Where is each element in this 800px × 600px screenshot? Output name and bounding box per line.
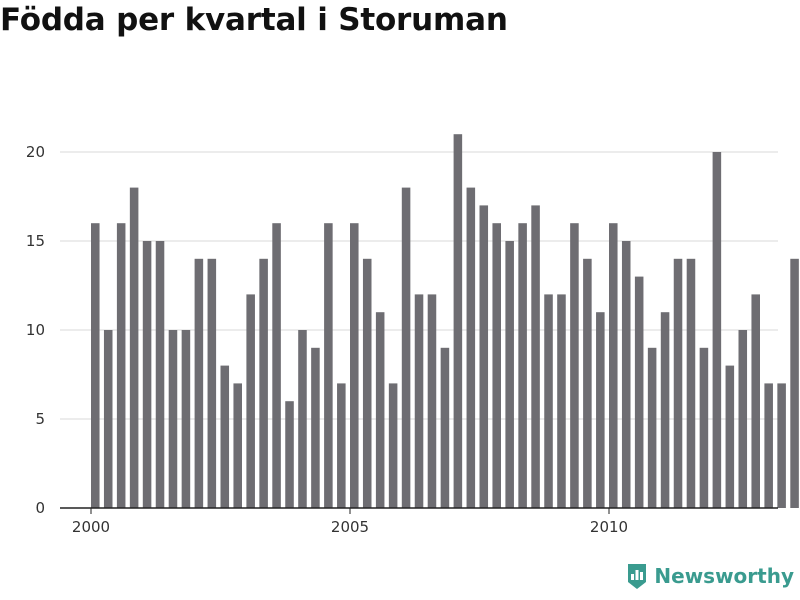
bar [751, 294, 760, 508]
bar [337, 383, 346, 508]
bar [388, 383, 398, 508]
bar [116, 223, 126, 508]
bar [492, 223, 501, 508]
logo-text: Newsworthy [654, 564, 794, 588]
bar [233, 383, 242, 508]
bar [466, 187, 476, 508]
bar [531, 205, 540, 508]
bar [453, 134, 463, 508]
bar [583, 258, 592, 508]
x-tick-label: 2010 [590, 518, 628, 536]
bar [298, 330, 307, 508]
bar [194, 258, 204, 508]
bar [259, 258, 268, 508]
bar [285, 401, 294, 508]
bar [505, 241, 514, 508]
bar [764, 383, 773, 508]
bar [181, 330, 191, 508]
bar [673, 258, 683, 508]
bar [777, 383, 786, 508]
y-tick-label: 5 [35, 410, 45, 428]
bar [427, 294, 437, 508]
bar [207, 258, 217, 508]
bar [272, 223, 281, 508]
bar [634, 276, 644, 508]
bar [686, 258, 696, 508]
newsworthy-logo: Newsworthy [626, 562, 794, 590]
bar [557, 294, 566, 508]
bar [699, 347, 709, 508]
bar [129, 187, 139, 508]
bar [91, 223, 100, 508]
bar [362, 258, 372, 508]
bar [790, 258, 799, 508]
bar [246, 294, 255, 508]
bar [479, 205, 489, 508]
bar [738, 330, 748, 508]
y-tick-label: 10 [26, 321, 45, 339]
bar [375, 312, 385, 508]
axes [60, 507, 778, 514]
bar [621, 241, 631, 508]
bar [647, 347, 657, 508]
bars [91, 134, 799, 508]
y-tick-label: 0 [35, 499, 45, 517]
x-tick-label: 2000 [72, 518, 110, 536]
chart-title: Födda per kvartal i Storuman [0, 2, 508, 38]
bar [712, 152, 722, 508]
bar [324, 223, 333, 508]
bar [168, 330, 178, 508]
bar [725, 365, 735, 508]
bar [596, 312, 605, 508]
bar [609, 223, 618, 508]
bar [350, 223, 359, 508]
bar [142, 241, 152, 508]
x-tick-label: 2005 [331, 518, 369, 536]
bar [401, 187, 411, 508]
bar [570, 223, 579, 508]
bar [103, 330, 113, 508]
newsworthy-logo-icon [628, 564, 647, 589]
y-tick-label: 20 [26, 143, 45, 161]
bar [440, 347, 450, 508]
bar [311, 347, 320, 508]
bar [155, 241, 165, 508]
labels: 0510152011200020052010201520202025 [26, 143, 628, 536]
bar [544, 294, 553, 508]
bar [414, 294, 424, 508]
bar [660, 312, 670, 508]
bar [220, 365, 230, 508]
bar [518, 223, 527, 508]
y-tick-label: 15 [26, 232, 45, 250]
